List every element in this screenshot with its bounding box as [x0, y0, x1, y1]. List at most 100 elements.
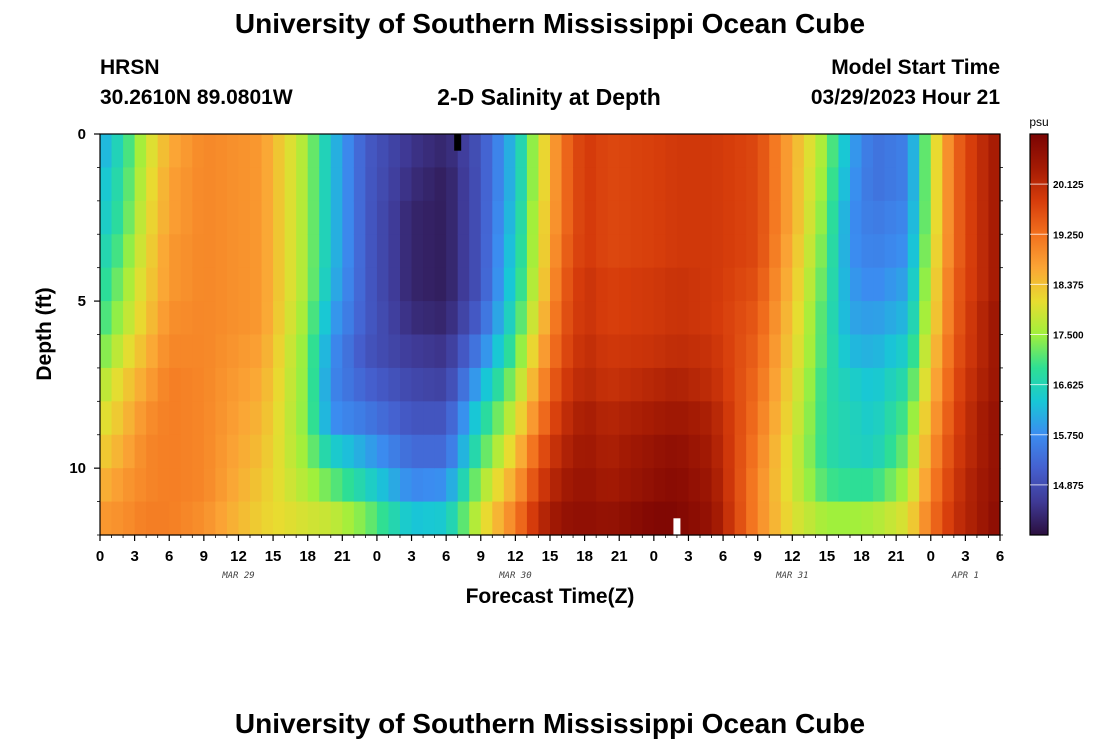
heatmap-cell: [100, 234, 113, 269]
heatmap-cell: [261, 167, 274, 202]
heatmap-cell: [330, 367, 343, 402]
heatmap-cell: [434, 334, 447, 369]
heatmap-cell: [619, 367, 632, 402]
heatmap-cell: [411, 501, 424, 536]
heatmap-cell: [273, 234, 286, 269]
heatmap-cell: [976, 167, 990, 202]
heatmap-cell: [123, 434, 136, 469]
model-start-value: 03/29/2023 Hour 21: [810, 86, 1000, 109]
heatmap-cell: [665, 167, 678, 202]
heatmap-cell: [919, 501, 932, 536]
heatmap-cell: [100, 367, 113, 402]
heatmap-cell: [284, 167, 297, 202]
heatmap-cell: [457, 167, 470, 202]
heatmap-cell: [446, 167, 459, 202]
heatmap-cell: [411, 434, 424, 469]
heatmap-cell: [642, 167, 655, 202]
heatmap-cell: [157, 234, 170, 269]
heatmap-cell: [769, 134, 782, 169]
heatmap-cell: [411, 200, 424, 235]
heatmap-cell: [434, 167, 447, 202]
heatmap-cell: [850, 468, 863, 503]
heatmap-cell: [861, 267, 874, 302]
heatmap-cell: [607, 367, 620, 402]
heatmap-cell: [965, 200, 978, 235]
heatmap-cell: [942, 501, 955, 536]
heatmap-cell: [884, 200, 897, 235]
heatmap-cell: [457, 434, 470, 469]
heatmap-cell: [100, 401, 113, 436]
heatmap-cell: [492, 134, 505, 169]
heatmap-cell: [146, 367, 159, 402]
heatmap-cell: [123, 501, 136, 536]
heatmap-cell: [630, 234, 643, 269]
heatmap-cell: [250, 267, 263, 302]
heatmap-cell: [826, 401, 840, 436]
heatmap-cell: [688, 200, 701, 235]
heatmap-cell: [319, 301, 332, 336]
heatmap-cell: [619, 468, 632, 503]
heatmap-cell: [273, 468, 286, 503]
heatmap-cell: [965, 468, 978, 503]
heatmap-cell: [203, 134, 216, 169]
heatmap-cell: [446, 200, 459, 235]
heatmap-cell: [100, 134, 113, 169]
heatmap-cell: [515, 167, 528, 202]
heatmap-cell: [988, 267, 1001, 302]
heatmap-cell: [873, 234, 886, 269]
axes: 0 3 6 9 12 15 18 21 0 3 6 9 12 15 18 21 0 3 6 9 12 15 18 21 0 3 6 M…: [69, 126, 1004, 581]
heatmap-cell: [896, 367, 909, 402]
heatmap-cell: [446, 334, 459, 369]
heatmap-cell: [515, 200, 528, 235]
heatmap-cell: [550, 367, 563, 402]
heatmap-cell: [296, 468, 309, 503]
heatmap-cell: [492, 468, 505, 503]
heatmap-cell: [838, 468, 851, 503]
heatmap-cell: [757, 234, 770, 269]
heatmap-cell: [757, 501, 770, 536]
heatmap-cell: [861, 234, 874, 269]
heatmap-cell: [226, 434, 240, 469]
colorbar-tick-label: 19.250: [1053, 230, 1084, 241]
heatmap-cell: [296, 301, 309, 336]
heatmap-cell: [907, 468, 920, 503]
heatmap-cell: [596, 200, 609, 235]
colorbar: psu 14.875 15.750 16.625 17.500 18.375 19.250 2…: [1029, 115, 1084, 536]
heatmap-cell: [365, 234, 378, 269]
heatmap-cell: [469, 468, 482, 503]
heatmap-cell: [780, 434, 793, 469]
x-tick-label: 3: [407, 548, 415, 565]
heatmap-cell: [561, 234, 574, 269]
heatmap-cell: [203, 367, 216, 402]
heatmap-cell: [550, 434, 563, 469]
heatmap-cell: [180, 301, 193, 336]
x-tick-label: 0: [96, 548, 104, 565]
heatmap-cell: [492, 401, 505, 436]
heatmap-cell: [134, 134, 147, 169]
heatmap-cell: [757, 468, 770, 503]
heatmap-cell: [826, 367, 840, 402]
heatmap-cell: [746, 401, 759, 436]
heatmap-cell: [250, 134, 263, 169]
heatmap-cell: [642, 301, 655, 336]
heatmap-cell: [688, 234, 701, 269]
heatmap-cell: [423, 401, 436, 436]
heatmap-cell: [330, 501, 343, 536]
heatmap-cell: [250, 434, 263, 469]
heatmap-cell: [942, 434, 955, 469]
heatmap-cell: [400, 200, 413, 235]
heatmap-cell: [480, 234, 493, 269]
heatmap-cell: [480, 267, 493, 302]
heatmap-cell: [250, 167, 263, 202]
heatmap-cell: [342, 200, 355, 235]
heatmap-cell: [769, 501, 782, 536]
heatmap-cell: [550, 334, 563, 369]
heatmap-cell: [307, 200, 320, 235]
heatmap-cell: [469, 301, 482, 336]
heatmap-cell: [203, 334, 216, 369]
heatmap-cell: [838, 267, 851, 302]
heatmap-cell: [180, 200, 193, 235]
heatmap-cell: [423, 167, 436, 202]
heatmap-cell: [896, 301, 909, 336]
heatmap-cell: [515, 334, 528, 369]
